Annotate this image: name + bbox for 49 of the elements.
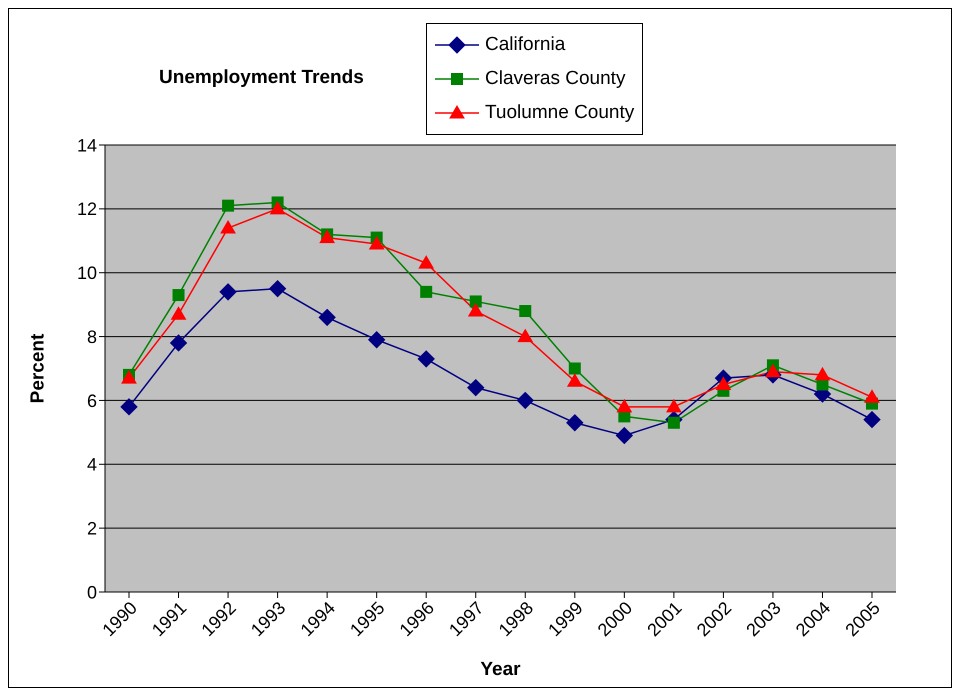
point <box>420 286 432 298</box>
point <box>566 414 584 432</box>
point <box>172 289 185 302</box>
point <box>418 350 435 368</box>
point <box>320 230 335 244</box>
point <box>518 329 533 342</box>
point <box>269 280 286 298</box>
point <box>567 374 582 387</box>
point <box>318 308 336 326</box>
point <box>516 392 534 409</box>
point <box>418 256 434 269</box>
legend-label: Claveras County <box>485 68 626 90</box>
point <box>864 411 880 428</box>
point <box>470 295 482 308</box>
legend-label: Tuolumne County <box>485 102 634 124</box>
point <box>220 220 236 234</box>
point <box>467 379 484 396</box>
point <box>120 398 138 416</box>
point <box>616 399 632 412</box>
point <box>122 370 136 384</box>
point <box>220 283 237 300</box>
y-tick-label: 0 <box>86 582 97 602</box>
point <box>814 367 830 380</box>
y-tick-label: 6 <box>86 390 97 411</box>
point <box>519 305 532 318</box>
x-axis-title: Year <box>480 659 522 680</box>
chart-title: Unemployment Trends <box>159 67 364 89</box>
y-tick-label: 10 <box>76 263 97 284</box>
point <box>171 306 186 320</box>
point <box>668 416 680 429</box>
y-tick-label: 8 <box>86 326 97 347</box>
point <box>716 376 731 390</box>
point <box>270 201 286 214</box>
y-tick-label: 2 <box>86 518 97 539</box>
point <box>666 399 682 412</box>
point <box>765 364 780 378</box>
point <box>616 427 633 444</box>
point <box>170 334 188 352</box>
point <box>368 331 386 348</box>
y-tick-label: 4 <box>86 454 97 475</box>
point <box>864 390 880 403</box>
y-axis-title: Percent <box>28 332 49 404</box>
legend-label: California <box>485 34 566 56</box>
y-tick-label: 14 <box>76 135 97 156</box>
point <box>222 200 234 212</box>
point <box>369 236 384 250</box>
point <box>568 362 581 374</box>
point <box>468 304 484 317</box>
y-tick-label: 12 <box>76 199 97 220</box>
